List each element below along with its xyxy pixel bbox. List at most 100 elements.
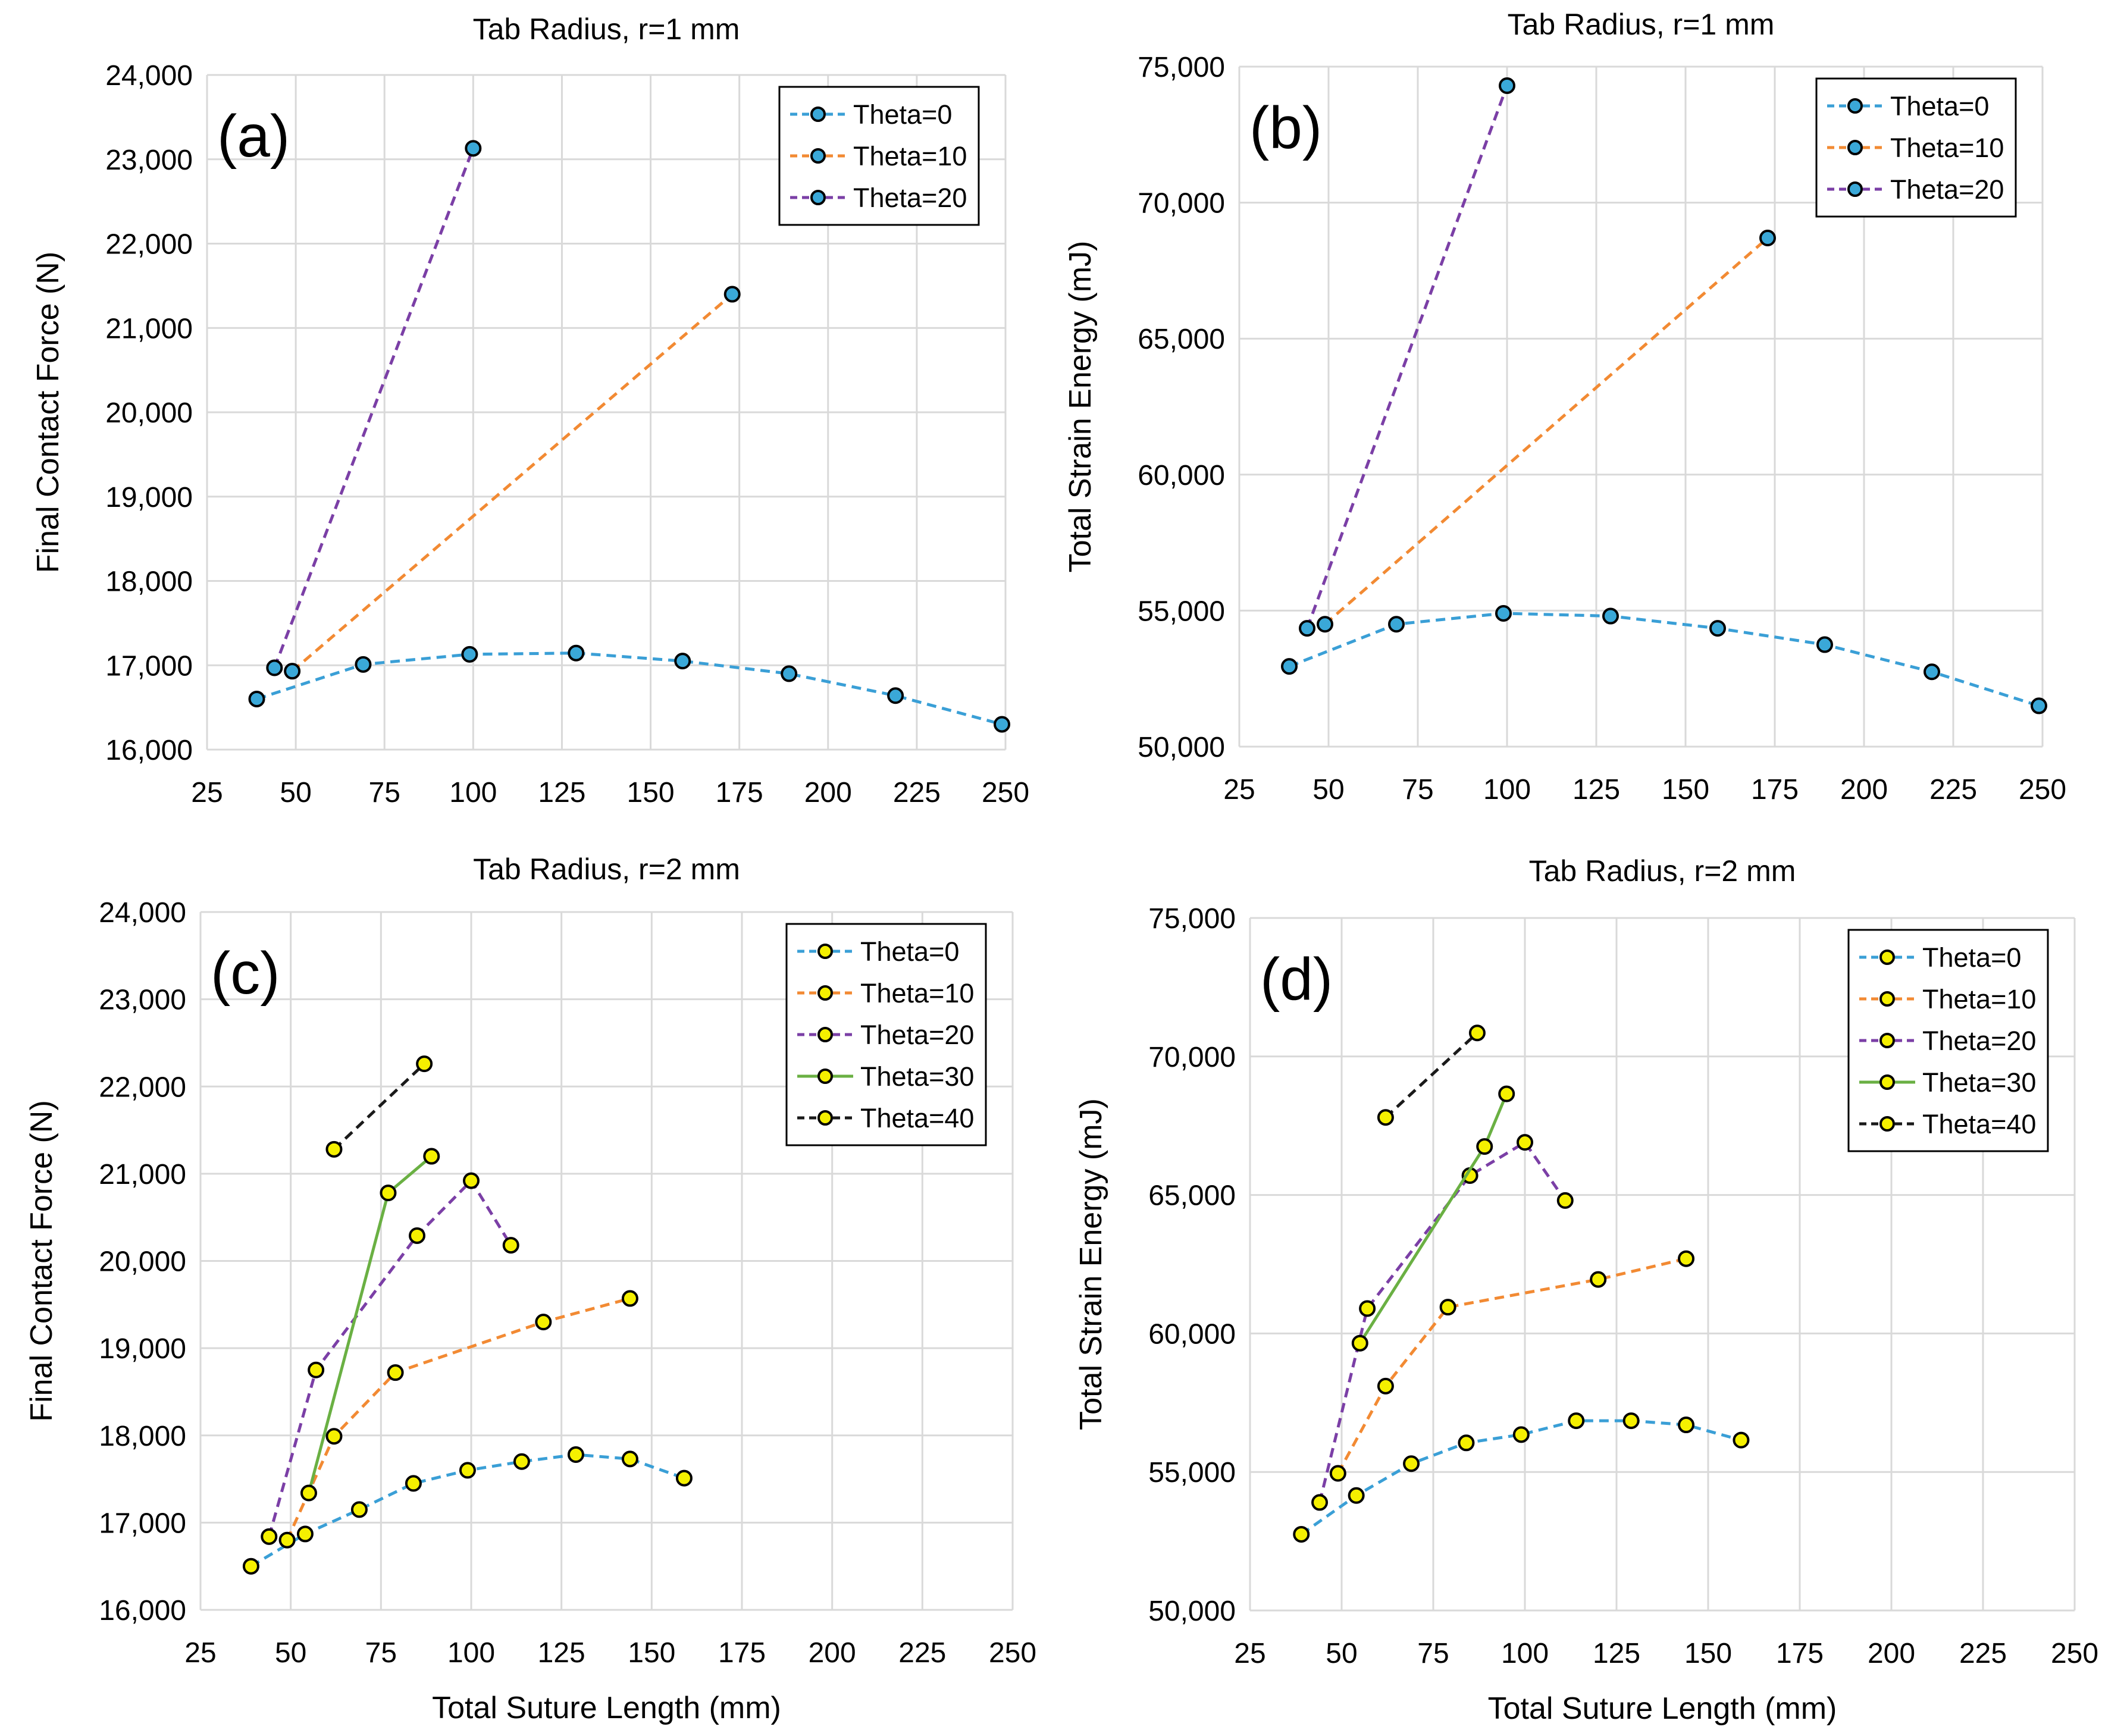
data-point-theta-0 — [1512, 1426, 1530, 1443]
y-tick-label: 60,000 — [1138, 460, 1225, 491]
data-point-theta-10 — [621, 1290, 638, 1307]
series-line-theta-20 — [1318, 1140, 1567, 1503]
x-tick-label: 250 — [2019, 774, 2066, 806]
data-point-theta-20 — [463, 1172, 480, 1189]
series-line-theta-10 — [1336, 1257, 1687, 1474]
data-point-theta-0 — [1293, 1525, 1310, 1543]
series-line-theta-40 — [333, 1063, 425, 1151]
data-point-theta-10 — [1439, 1299, 1456, 1316]
data-point-theta-0 — [1495, 604, 1512, 622]
y-tick-label: 50,000 — [1138, 732, 1225, 763]
chart-panel-a: 25 50 75 100 125 150 175 200 225 250 16,000 17,000 1… — [31, 12, 1029, 809]
chart-title: Tab Radius, r=2 mm — [1529, 854, 1796, 888]
x-tick-label: 150 — [1662, 774, 1709, 806]
data-point-theta-0 — [1568, 1412, 1585, 1430]
y-tick-label: 75,000 — [1138, 52, 1225, 83]
y-tick-label: 20,000 — [105, 397, 193, 429]
data-point-theta-10 — [535, 1314, 552, 1331]
x-tick-label: 50 — [1326, 1638, 1357, 1669]
data-point-theta-0 — [1602, 607, 1619, 625]
data-point-theta-40 — [325, 1140, 343, 1158]
y-tick-label: 55,000 — [1138, 596, 1225, 627]
data-point-theta-20 — [308, 1361, 325, 1378]
legend-entry: Theta=10 — [860, 978, 974, 1008]
legend-entry: Theta=0 — [853, 99, 952, 130]
data-point-theta-10 — [1317, 616, 1333, 633]
x-tick-label: 50 — [1312, 774, 1344, 806]
y-tick-label: 70,000 — [1148, 1042, 1236, 1073]
y-axis-title: Total Strain Energy (mJ) — [1063, 241, 1098, 573]
legend-entry: Theta=30 — [1922, 1067, 2036, 1098]
legend-entry: Theta=20 — [1890, 174, 2004, 205]
legend-entry: Theta=40 — [1922, 1109, 2036, 1139]
data-point-theta-0 — [1281, 658, 1298, 675]
legend-marker-swatch — [1879, 991, 1895, 1007]
series-line-theta-0 — [1300, 1419, 1742, 1536]
x-tick-label: 225 — [893, 777, 941, 809]
legend-entry: Theta=10 — [1890, 133, 2004, 163]
data-point-theta-0 — [568, 644, 585, 662]
data-point-theta-20 — [465, 140, 482, 157]
panel-label: (c) — [211, 940, 280, 1007]
series-line-theta-40 — [1384, 1032, 1478, 1119]
x-tick-label: 250 — [989, 1637, 1036, 1669]
legend-entry: Theta=10 — [1922, 984, 2036, 1014]
legend-entry: Theta=0 — [860, 936, 959, 967]
y-tick-label: 22,000 — [105, 229, 193, 261]
x-tick-label: 25 — [191, 777, 223, 809]
data-point-theta-10 — [723, 286, 741, 303]
x-tick-label: 100 — [447, 1637, 495, 1669]
x-tick-label: 250 — [2051, 1638, 2098, 1669]
data-point-theta-20 — [1517, 1134, 1533, 1151]
data-point-theta-30 — [1498, 1085, 1515, 1102]
data-point-theta-0 — [1403, 1455, 1420, 1472]
series-line-theta-10 — [1324, 237, 1769, 626]
x-tick-label: 100 — [449, 777, 497, 809]
data-point-theta-20 — [1556, 1192, 1574, 1209]
x-tick-label: 200 — [1868, 1638, 1915, 1669]
data-point-theta-0 — [355, 656, 372, 673]
data-point-theta-0 — [1924, 663, 1940, 681]
data-point-theta-0 — [567, 1446, 584, 1464]
chart-title: Tab Radius, r=2 mm — [473, 853, 740, 886]
x-tick-label: 25 — [1234, 1638, 1265, 1669]
data-point-theta-10 — [284, 663, 301, 680]
data-point-theta-10 — [1329, 1465, 1346, 1482]
x-tick-label: 100 — [1483, 774, 1531, 806]
chart-title: Tab Radius, r=1 mm — [473, 12, 740, 46]
data-point-theta-0 — [1816, 636, 1833, 653]
legend-entry: Theta=20 — [860, 1020, 974, 1050]
x-tick-label: 75 — [1402, 774, 1433, 806]
legend-entry: Theta=30 — [860, 1061, 974, 1092]
panel-label: (a) — [217, 103, 290, 170]
data-point-theta-0 — [405, 1475, 422, 1492]
data-point-theta-0 — [674, 653, 691, 670]
x-tick-label: 25 — [184, 1637, 216, 1669]
y-axis-title: Total Strain Energy (mJ) — [1074, 1098, 1108, 1430]
legend-marker-swatch — [817, 1110, 833, 1126]
y-tick-label: 18,000 — [99, 1421, 186, 1452]
chart-panel-d: 25 50 75 100 125 150 175 200 225 250 50,000 55,000 6… — [1074, 854, 2098, 1726]
y-tick-label: 23,000 — [105, 145, 193, 176]
x-tick-label: 50 — [275, 1637, 306, 1669]
series-line-theta-0 — [256, 651, 1003, 726]
x-tick-label: 50 — [280, 777, 311, 809]
data-point-theta-0 — [1622, 1412, 1640, 1430]
legend-entry: Theta=20 — [853, 183, 967, 213]
legend: Theta=0 Theta=10 Theta=20 Theta=30 Theta=40 — [1847, 929, 2049, 1152]
data-point-theta-20 — [266, 659, 283, 676]
x-tick-label: 150 — [1684, 1638, 1732, 1669]
series-line-theta-20 — [1305, 85, 1509, 629]
data-point-theta-0 — [350, 1501, 368, 1518]
legend-marker-swatch — [810, 190, 826, 205]
x-tick-label: 75 — [365, 1637, 397, 1669]
data-point-theta-20 — [409, 1227, 425, 1244]
data-point-theta-0 — [1678, 1417, 1695, 1434]
legend-marker-swatch — [1847, 181, 1863, 197]
legend-marker-swatch — [817, 944, 833, 959]
legend-marker-swatch — [1847, 140, 1863, 155]
legend-entry: Theta=40 — [860, 1103, 974, 1133]
data-point-theta-40 — [1377, 1109, 1394, 1126]
data-point-theta-10 — [1590, 1271, 1607, 1288]
